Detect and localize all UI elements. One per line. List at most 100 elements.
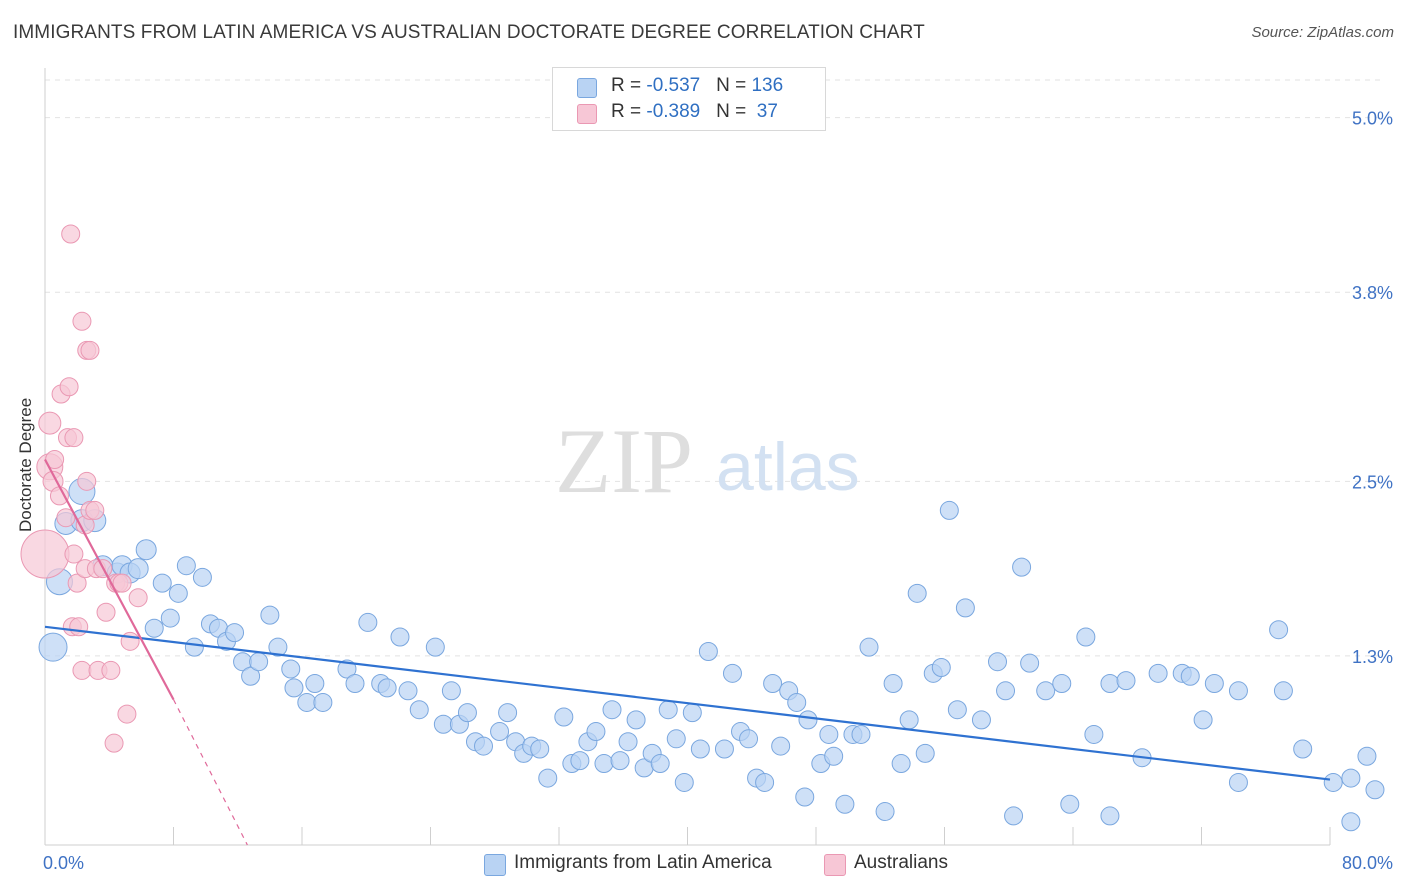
latin-america-point <box>996 681 1016 701</box>
australians-point <box>20 529 70 579</box>
bottom-legend-label: Immigrants from Latin America <box>514 852 772 873</box>
watermark-atlas: atlas <box>716 429 860 505</box>
latin-america-point <box>1365 780 1385 800</box>
australians-point <box>61 224 81 244</box>
correlation-legend: R = -0.537 N = 136 R = -0.389 N = 37 <box>552 67 826 131</box>
latin-america-point <box>682 703 702 723</box>
latin-america-point <box>305 674 325 694</box>
chart-title: IMMIGRANTS FROM LATIN AMERICA VS AUSTRAL… <box>13 22 925 43</box>
latin-america-point <box>144 618 164 638</box>
australians-point <box>72 660 92 680</box>
latin-america-point <box>398 681 418 701</box>
latin-america-point <box>441 681 461 701</box>
y-axis-label-text: Doctorate Degree <box>16 397 35 532</box>
latin-america-point <box>1273 681 1293 701</box>
latin-america-point <box>610 751 630 771</box>
latin-america-point <box>586 722 606 742</box>
latin-america-point <box>602 700 622 720</box>
latin-america-point <box>787 692 807 712</box>
legend-r-label: R = <box>611 75 647 96</box>
y-tick-label: 3.8% <box>1352 283 1393 303</box>
australians-point <box>101 660 121 680</box>
latin-america-point <box>674 772 694 792</box>
latin-america-point <box>457 703 477 723</box>
legend-n-value: 37 <box>751 101 778 122</box>
gridlines <box>45 79 1385 657</box>
latin-america-point <box>971 710 991 730</box>
latin-america-point <box>337 659 357 679</box>
latin-america-point <box>168 583 188 603</box>
australians-point <box>38 411 62 435</box>
australians-point <box>64 428 84 448</box>
latin-america-point <box>931 658 951 678</box>
series-australians-points <box>20 224 148 753</box>
legend-n-label: N = <box>716 101 752 122</box>
latin-america-point <box>1228 681 1248 701</box>
australians-point <box>49 486 69 506</box>
australians-point <box>59 377 79 397</box>
trend-lines <box>44 458 1331 846</box>
y-tick-label: 1.3% <box>1352 647 1393 667</box>
latin-america-point <box>184 637 204 657</box>
latin-america-point <box>225 623 245 643</box>
bottom-legend-swatch-pink <box>824 854 846 876</box>
latin-america-point <box>835 794 855 814</box>
australians-point <box>117 704 137 724</box>
latin-america-point <box>152 573 172 593</box>
latin-america-point <box>988 652 1008 672</box>
latin-america-point <box>907 583 927 603</box>
latin-america-point <box>281 659 301 679</box>
legend-r-label: R = <box>611 101 647 122</box>
latin-america-point <box>1228 772 1248 792</box>
latin-america-point <box>1293 739 1313 759</box>
trend-line-australians <box>44 458 175 701</box>
latin-america-point <box>739 729 759 749</box>
latin-america-point <box>1193 710 1213 730</box>
tick-labels: 1.3% 2.5% 3.8% 5.0% 0.0% 80.0% <box>43 109 1393 873</box>
latin-america-point <box>127 558 149 580</box>
x-tick-label-min: 0.0% <box>43 853 84 873</box>
source-label: Source: ZipAtlas.com <box>1251 24 1394 41</box>
latin-america-point <box>698 642 718 662</box>
latin-america-point <box>490 722 510 742</box>
latin-america-point <box>474 736 494 756</box>
bottom-legend-label: Australians <box>854 852 948 873</box>
latin-america-point <box>1100 674 1120 694</box>
latin-america-point <box>915 743 935 763</box>
latin-america-point <box>819 724 839 744</box>
latin-america-point <box>939 500 959 520</box>
latin-america-point <box>763 674 783 694</box>
latin-america-point <box>1084 724 1104 744</box>
latin-america-point <box>409 700 429 720</box>
australians-point <box>128 588 148 608</box>
latin-america-point <box>1012 557 1032 577</box>
latin-america-point <box>433 714 453 734</box>
y-tick-label: 2.5% <box>1352 472 1393 492</box>
australians-point <box>72 311 92 331</box>
latin-america-point <box>192 567 212 587</box>
latin-america-point <box>1004 806 1024 826</box>
latin-america-point <box>666 729 686 749</box>
latin-america-point <box>538 768 558 788</box>
trend-line-australians-extension <box>172 699 248 846</box>
latin-america-point <box>771 736 791 756</box>
latin-america-point <box>618 732 638 752</box>
australians-point <box>56 508 76 528</box>
legend-swatch-blue <box>577 78 597 98</box>
australians-point <box>112 573 132 593</box>
australians-point <box>77 471 97 491</box>
latin-america-point <box>377 678 397 698</box>
australians-point <box>96 602 116 622</box>
latin-america-point <box>249 652 269 672</box>
latin-america-point <box>626 710 646 730</box>
latin-america-point <box>176 556 196 576</box>
trend-line-latin-america <box>44 625 1331 781</box>
australians-point <box>80 340 100 360</box>
latin-america-point <box>899 710 919 730</box>
x-tick-label-max: 80.0% <box>1342 853 1393 873</box>
legend-r-value: -0.537 <box>646 75 701 96</box>
latin-america-point <box>1148 663 1168 683</box>
latin-america-point <box>795 787 815 807</box>
australians-point <box>69 617 89 637</box>
latin-america-point <box>268 637 288 657</box>
